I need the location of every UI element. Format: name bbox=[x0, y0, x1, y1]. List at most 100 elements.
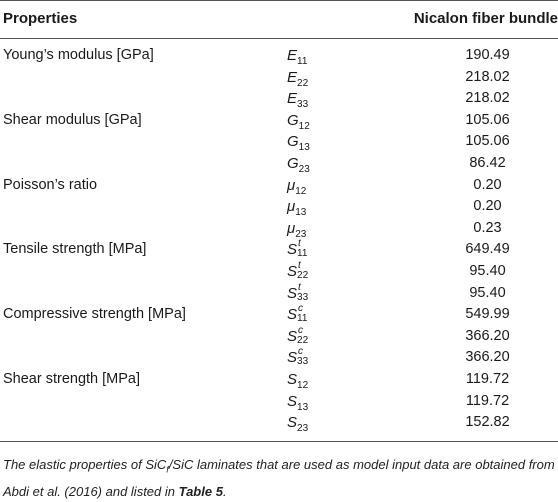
symbol-index-stack: t 33 bbox=[297, 282, 311, 303]
table-row: G13 105.06 bbox=[0, 131, 558, 153]
symbol-subscript: 23 bbox=[297, 423, 309, 435]
table-row: Poisson’s ratio μ12 0.20 bbox=[0, 175, 558, 197]
symbol-subscript: 12 bbox=[297, 379, 309, 391]
property-value: 218.02 bbox=[465, 68, 510, 85]
symbol-superscript: c bbox=[298, 303, 304, 315]
property-value: 0.23 bbox=[473, 219, 502, 236]
symbol-subscript: 22 bbox=[297, 77, 309, 89]
caption-text-1: The elastic properties of SiC bbox=[3, 457, 167, 472]
symbol-base: E bbox=[287, 47, 298, 64]
property-name: Shear modulus [GPa] bbox=[3, 111, 142, 128]
property-symbol: μ23 bbox=[287, 219, 307, 240]
header-properties: Properties bbox=[3, 10, 78, 27]
table-row: S23 152.82 bbox=[0, 412, 558, 434]
symbol-base: S bbox=[287, 414, 298, 432]
symbol-base: G bbox=[287, 111, 299, 129]
property-name: Young’s modulus [GPa] bbox=[3, 47, 154, 63]
symbol-subscript: 22 bbox=[297, 269, 309, 281]
symbol-base: S bbox=[287, 327, 298, 345]
symbol-superscript: t bbox=[298, 259, 301, 271]
property-symbol: S12 bbox=[287, 371, 309, 391]
symbol-base: μ bbox=[287, 219, 296, 237]
property-symbol: G23 bbox=[287, 154, 310, 175]
table-row: Young’s modulus [GPa] E11 190.49 bbox=[0, 45, 558, 67]
property-symbol: μ13 bbox=[287, 198, 307, 219]
table-header-row: Properties Nicalon fiber bundle bbox=[0, 0, 558, 38]
caption-subscript: f bbox=[166, 464, 169, 475]
table-row: E22 218.02 bbox=[0, 67, 558, 89]
symbol-subscript: 11 bbox=[297, 248, 308, 260]
symbol-base: μ bbox=[287, 198, 296, 216]
symbol-base: E bbox=[287, 68, 298, 86]
property-name: Shear strength [MPa] bbox=[3, 370, 141, 387]
symbol-base: S bbox=[287, 392, 298, 410]
property-value: 86.42 bbox=[469, 154, 506, 171]
table-row: μ23 0.23 bbox=[0, 218, 558, 240]
property-symbol: E22 bbox=[287, 68, 309, 89]
property-symbol: μ12 bbox=[287, 176, 306, 197]
caption-table-ref: Table 5 bbox=[178, 483, 223, 499]
property-value: 218.02 bbox=[465, 90, 510, 107]
symbol-base: G bbox=[287, 133, 299, 151]
symbol-subscript: 13 bbox=[297, 401, 309, 413]
table-row: Shear strength [MPa] S12 119.72 bbox=[0, 369, 558, 391]
symbol-subscript: 33 bbox=[297, 99, 309, 111]
symbol-superscript: c bbox=[298, 324, 304, 336]
table-top-rule bbox=[0, 0, 558, 1]
property-value: 95.40 bbox=[469, 284, 506, 301]
property-symbol: G13 bbox=[287, 133, 310, 154]
table-bottom-rule bbox=[0, 441, 558, 442]
property-value: 95.40 bbox=[469, 262, 506, 279]
symbol-subscript: 13 bbox=[298, 142, 310, 154]
symbol-subscript: 12 bbox=[298, 120, 310, 132]
property-value: 119.72 bbox=[465, 392, 510, 409]
property-symbol: S13 bbox=[287, 392, 309, 413]
symbol-index-stack: t 11 bbox=[297, 238, 311, 260]
table-body: Young’s modulus [GPa] E11 190.49 E22 218.02 E… bbox=[0, 45, 558, 434]
property-symbol: E11 bbox=[287, 47, 308, 67]
symbol-subscript: 11 bbox=[297, 56, 308, 67]
symbol-base: S bbox=[287, 306, 298, 324]
table-row: μ13 0.20 bbox=[0, 196, 558, 218]
table-row: Shear modulus [GPa] G12 105.06 bbox=[0, 110, 558, 132]
property-symbol: E33 bbox=[287, 90, 309, 111]
table-row: E33 218.02 bbox=[0, 88, 558, 110]
symbol-subscript: 23 bbox=[295, 228, 307, 240]
table-header-rule bbox=[0, 38, 558, 39]
property-value: 0.20 bbox=[473, 176, 502, 193]
symbol-subscript: 22 bbox=[297, 334, 309, 346]
symbol-superscript: c bbox=[298, 346, 304, 358]
symbol-index-stack: c 33 bbox=[297, 346, 311, 367]
property-value: 152.82 bbox=[465, 414, 510, 431]
symbol-index-stack: c 22 bbox=[297, 324, 311, 346]
symbol-superscript: t bbox=[298, 238, 301, 250]
table-row: G23 86.42 bbox=[0, 153, 558, 175]
property-value: 0.20 bbox=[473, 198, 502, 215]
property-symbol: G12 bbox=[287, 111, 310, 132]
symbol-base: G bbox=[287, 154, 299, 172]
symbol-base: μ bbox=[287, 176, 296, 194]
property-symbol: S23 bbox=[287, 414, 309, 435]
property-value: 105.06 bbox=[465, 133, 510, 150]
header-nicalon-fiber-bundle: Nicalon fiber bundle bbox=[413, 10, 558, 27]
symbol-base: S bbox=[287, 241, 298, 259]
symbol-subscript: 13 bbox=[295, 207, 307, 219]
property-value: 549.99 bbox=[465, 306, 510, 323]
caption-text-3: . bbox=[222, 483, 227, 499]
symbol-subscript: 11 bbox=[297, 313, 308, 325]
property-name: Poisson’s ratio bbox=[3, 176, 98, 193]
symbol-subscript: 23 bbox=[298, 163, 310, 175]
property-name: Tensile strength [MPa] bbox=[3, 241, 147, 258]
symbol-base: S bbox=[287, 349, 298, 367]
property-value: 366.20 bbox=[465, 349, 510, 366]
